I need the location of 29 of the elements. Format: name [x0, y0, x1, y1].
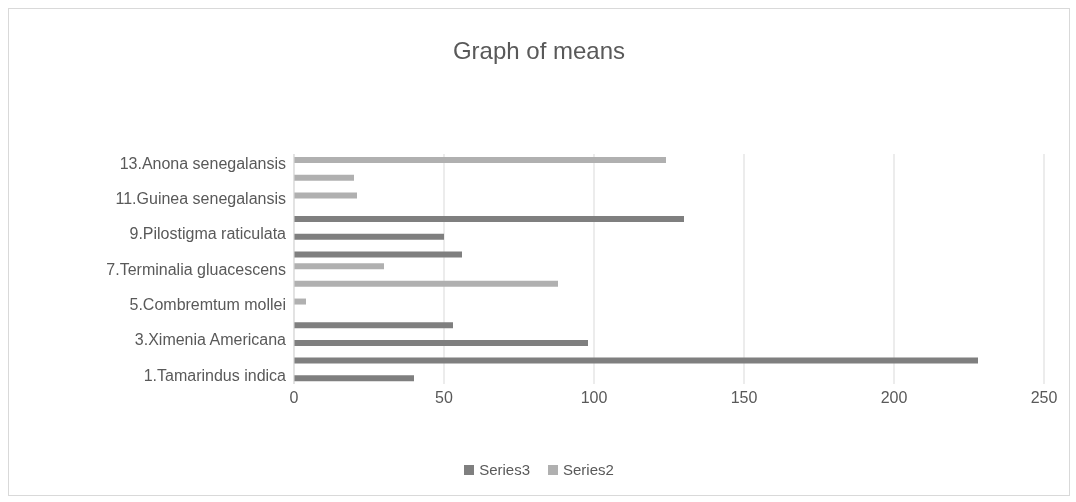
bar	[294, 216, 684, 223]
bar	[294, 157, 666, 163]
x-tick-label: 100	[580, 389, 608, 407]
y-tick-label: 13.Anona senegalansis	[119, 154, 286, 172]
bar	[294, 322, 453, 329]
y-tick-label: 3.Ximenia Americana	[134, 331, 287, 349]
chart-title: Graph of means	[451, 37, 627, 65]
bar	[294, 192, 357, 199]
x-tick-label: 200	[880, 389, 908, 407]
x-tick-label: 0	[289, 389, 299, 407]
legend-label: Series2	[562, 461, 614, 478]
bar	[294, 298, 306, 305]
legend-label: Series3	[478, 461, 530, 478]
bar	[294, 174, 354, 181]
x-tick-label: 150	[730, 389, 758, 407]
y-tick-label: 5.Combremtum mollei	[129, 296, 286, 314]
y-tick-label: 11.Guinea senegalansis	[115, 189, 286, 207]
y-tick-label: 9.Pilostigma raticulata	[129, 225, 287, 243]
y-tick-label: 1.Tamarindus indica	[143, 366, 287, 384]
bar	[294, 339, 588, 346]
bar	[294, 251, 462, 258]
y-tick-label: 7.Terminalia gluacescens	[106, 260, 286, 278]
bar	[294, 375, 414, 382]
bar	[294, 263, 384, 270]
x-tick-label: 250	[1030, 389, 1058, 407]
x-tick-label: 50	[435, 389, 453, 407]
bar	[294, 357, 978, 364]
bar	[294, 233, 444, 240]
bar	[294, 280, 558, 287]
